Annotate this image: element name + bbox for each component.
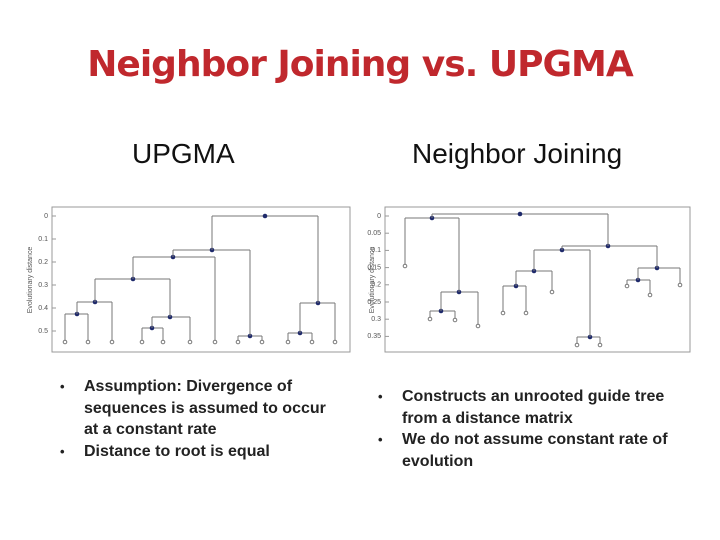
tick-label: 0.2 <box>38 259 48 266</box>
leaf <box>259 339 265 345</box>
panel-heading: Neighbor Joining <box>412 138 623 169</box>
tick-label: 0.05 <box>367 230 381 237</box>
bullet: Distance to root is equal <box>60 441 340 463</box>
tick-label: 0.35 <box>367 333 381 340</box>
tick-label: 0.2 <box>371 282 381 289</box>
leaf <box>597 342 603 348</box>
panel-heading: UPGMA <box>132 138 235 169</box>
axis-label: Evolutionary distance <box>369 247 376 314</box>
leaf <box>624 283 630 289</box>
tick-label: 0.3 <box>38 282 48 289</box>
leaf <box>332 339 338 345</box>
leaf <box>475 323 481 329</box>
leaf <box>160 339 166 345</box>
tick-label: 0.1 <box>371 247 381 254</box>
tick-label: 0.3 <box>371 316 381 323</box>
leaf <box>187 339 193 345</box>
node <box>517 211 523 217</box>
leaf <box>85 339 91 345</box>
tick-label: 0 <box>377 213 381 220</box>
leaf <box>235 339 241 345</box>
leaf <box>109 339 115 345</box>
leaf <box>452 317 458 323</box>
node <box>262 213 268 219</box>
plot-frame <box>51 206 351 353</box>
leaf <box>309 339 315 345</box>
leaf <box>647 292 653 298</box>
leaf <box>549 289 555 295</box>
tick-label: 0.25 <box>367 299 381 306</box>
leaf <box>677 282 683 288</box>
bullet: Assumption: Divergence of sequences is a… <box>60 376 340 441</box>
bullet-list: Constructs an unrooted guide tree from a… <box>378 386 678 472</box>
tick-label: 0 <box>44 213 48 220</box>
leaf <box>427 316 433 322</box>
bullet-list: Assumption: Divergence of sequences is a… <box>60 376 340 462</box>
leaf <box>285 339 291 345</box>
leaf <box>574 342 580 348</box>
leaf <box>139 339 145 345</box>
tick-label: 0.1 <box>38 236 48 243</box>
leaf <box>212 339 218 345</box>
tick-label: 0.5 <box>38 328 48 335</box>
leaf <box>402 263 408 269</box>
axis-label: Evolutionary distance <box>27 247 34 314</box>
bullet: We do not assume constant rate of evolut… <box>378 429 678 472</box>
leaf <box>523 310 529 316</box>
leaf <box>62 339 68 345</box>
leaf <box>500 310 506 316</box>
bullet: Constructs an unrooted guide tree from a… <box>378 386 678 429</box>
slide-title: Neighbor Joining vs. UPGMA <box>87 44 633 85</box>
tick-label: 0.15 <box>367 264 381 271</box>
plot-frame <box>384 206 691 353</box>
tick-label: 0.4 <box>38 305 48 312</box>
